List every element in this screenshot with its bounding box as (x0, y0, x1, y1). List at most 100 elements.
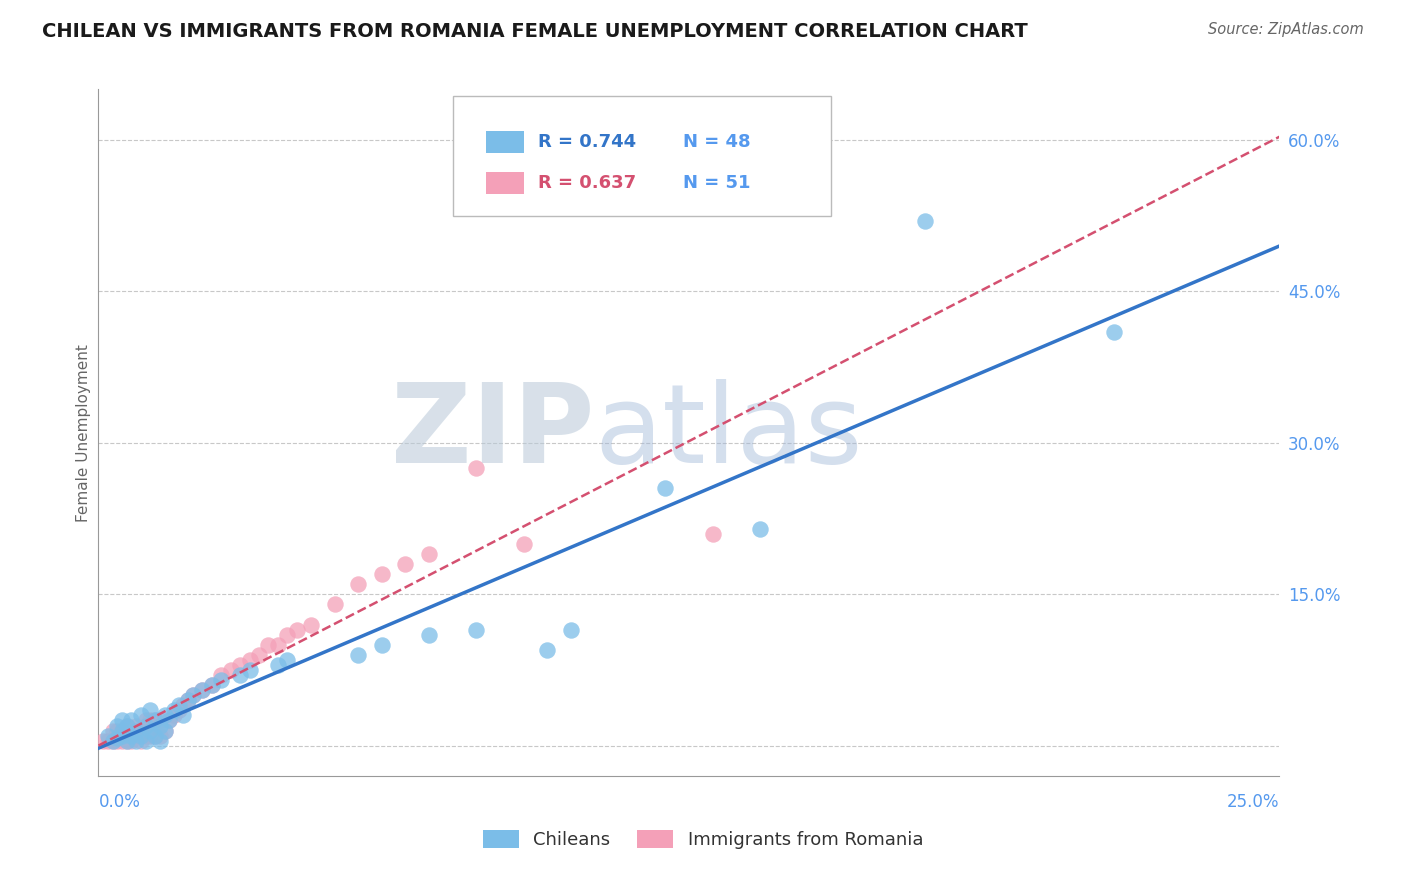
Point (101, 733, 124, 747)
Point (105, 723, 128, 738)
Point (111, 733, 134, 747)
Point (149, 718, 172, 732)
Point (111, 729, 134, 743)
Point (347, 577, 370, 591)
Point (299, 617, 322, 632)
Point (654, 481, 676, 495)
Point (129, 723, 152, 738)
Text: R = 0.637: R = 0.637 (537, 174, 636, 193)
Legend: Chileans, Immigrants from Romania: Chileans, Immigrants from Romania (475, 822, 931, 856)
Text: 25.0%: 25.0% (1227, 793, 1279, 811)
Point (177, 693, 200, 707)
Point (172, 698, 194, 713)
Point (97, 729, 120, 743)
Point (125, 718, 148, 732)
FancyBboxPatch shape (486, 172, 523, 194)
Point (914, 213, 936, 227)
Point (418, 547, 440, 561)
Point (219, 663, 242, 677)
Point (239, 653, 262, 667)
Point (465, 623, 488, 637)
Point (536, 642, 558, 657)
Point (149, 729, 172, 743)
Point (239, 663, 262, 677)
Point (209, 673, 232, 687)
Point (177, 693, 200, 707)
Point (129, 729, 152, 743)
Point (129, 708, 152, 723)
Point (101, 733, 124, 747)
Point (125, 723, 148, 738)
Point (394, 557, 416, 571)
FancyBboxPatch shape (453, 96, 831, 216)
Point (111, 723, 134, 738)
Point (157, 714, 180, 728)
Point (465, 461, 488, 475)
Point (209, 668, 232, 682)
Text: 0.0%: 0.0% (98, 793, 141, 811)
Point (172, 708, 194, 723)
Point (201, 678, 224, 692)
Point (149, 733, 172, 747)
Point (143, 729, 166, 743)
Text: R = 0.744: R = 0.744 (537, 133, 636, 151)
Point (153, 723, 176, 738)
Point (115, 733, 138, 747)
Point (105, 731, 128, 745)
Point (139, 714, 162, 728)
Point (157, 714, 180, 728)
Point (201, 678, 224, 692)
Point (748, 522, 770, 536)
Point (512, 537, 534, 551)
Point (267, 657, 290, 672)
Point (139, 723, 162, 738)
Point (135, 714, 157, 728)
Point (191, 683, 214, 698)
Text: N = 51: N = 51 (683, 174, 751, 193)
Point (702, 526, 724, 541)
Point (323, 598, 346, 612)
Point (276, 627, 298, 641)
Point (347, 648, 370, 662)
Point (229, 657, 252, 672)
Point (371, 638, 394, 652)
Point (191, 683, 214, 698)
Point (135, 733, 157, 747)
Point (115, 733, 138, 747)
Point (139, 729, 162, 743)
Point (115, 718, 138, 732)
Point (257, 638, 280, 652)
Point (139, 703, 162, 717)
Point (167, 703, 190, 717)
Point (163, 708, 186, 723)
Point (97, 733, 120, 747)
Point (143, 714, 166, 728)
Point (105, 733, 128, 747)
Text: CHILEAN VS IMMIGRANTS FROM ROMANIA FEMALE UNEMPLOYMENT CORRELATION CHART: CHILEAN VS IMMIGRANTS FROM ROMANIA FEMAL… (42, 22, 1028, 41)
Point (135, 729, 157, 743)
Point (149, 714, 172, 728)
Point (121, 729, 143, 743)
Point (267, 638, 290, 652)
Text: ZIP: ZIP (391, 379, 595, 486)
Point (181, 688, 204, 702)
Point (121, 714, 143, 728)
Point (371, 567, 394, 582)
Point (135, 718, 157, 732)
Point (560, 623, 582, 637)
Point (121, 723, 143, 738)
Point (125, 733, 148, 747)
Point (418, 627, 440, 641)
Point (143, 714, 166, 728)
Point (167, 698, 190, 713)
Point (181, 688, 204, 702)
FancyBboxPatch shape (486, 131, 523, 153)
Point (247, 648, 270, 662)
Point (121, 733, 143, 747)
Point (129, 733, 152, 747)
Text: N = 48: N = 48 (683, 133, 751, 151)
Point (153, 723, 176, 738)
Point (111, 714, 134, 728)
Point (276, 653, 298, 667)
Text: atlas: atlas (595, 379, 863, 486)
